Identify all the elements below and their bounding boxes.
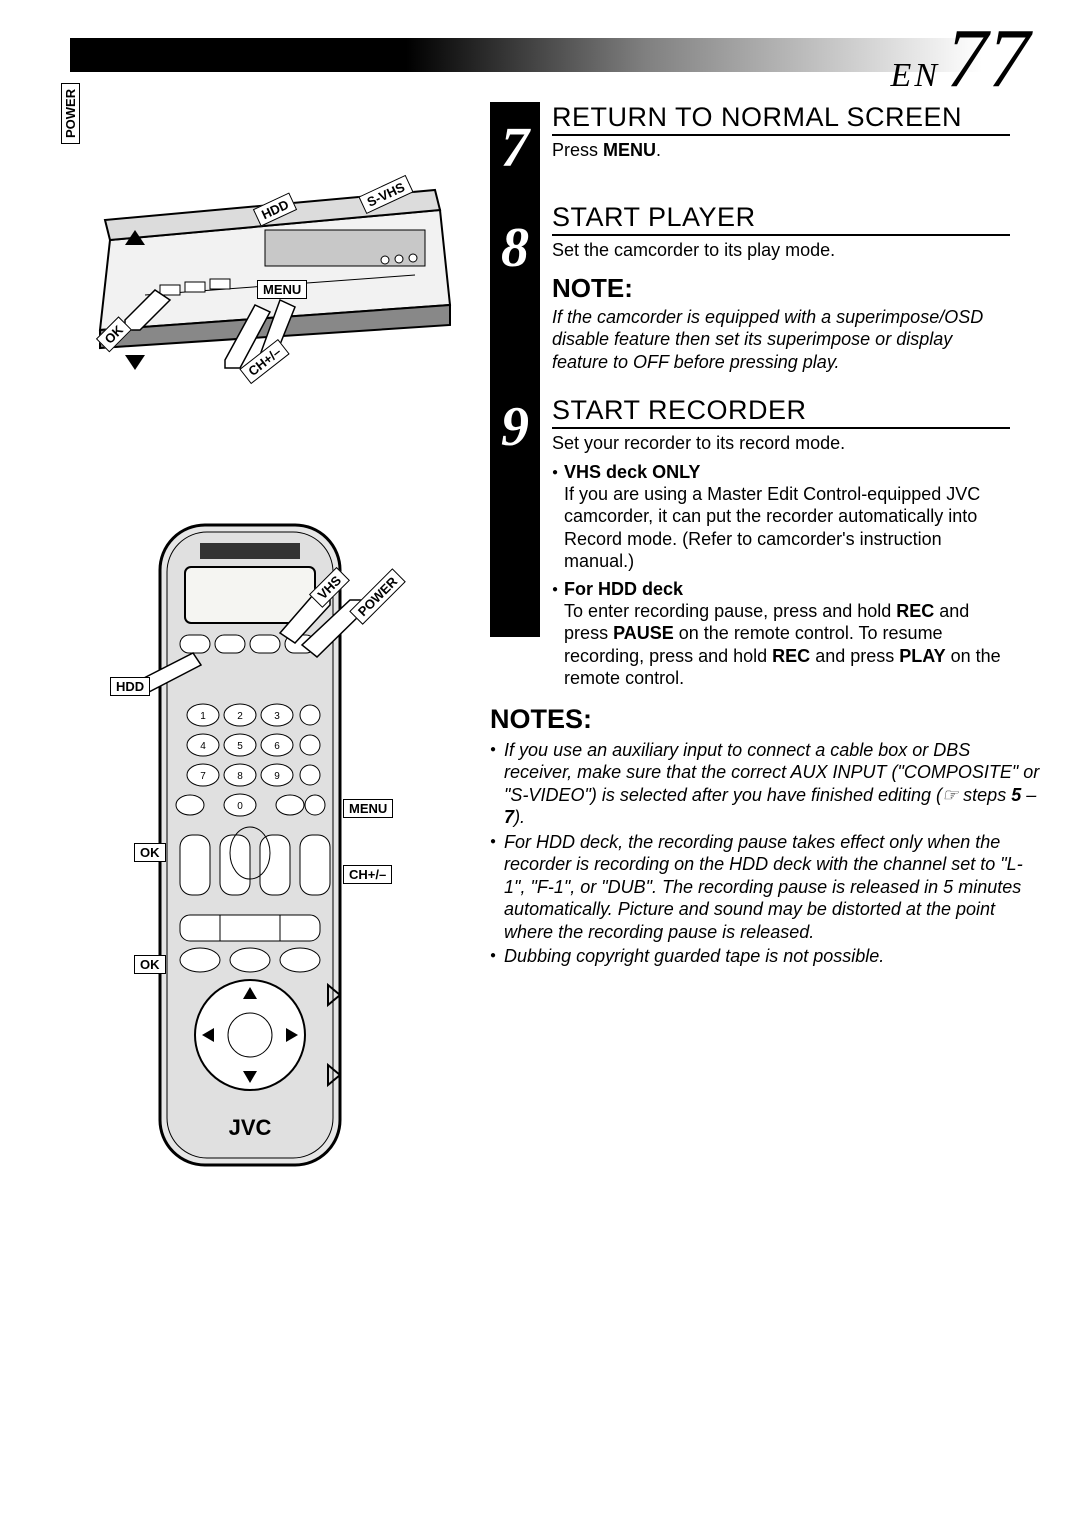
svg-text:9: 9: [274, 771, 280, 782]
svg-text:2: 2: [237, 711, 243, 722]
step-7: RETURN TO NORMAL SCREEN Press MENU.: [552, 102, 1040, 162]
step-7-title: RETURN TO NORMAL SCREEN: [552, 102, 1010, 136]
remote-label-hdd: HDD: [110, 677, 150, 696]
page-num: 77: [946, 30, 1030, 89]
vcr-illustration: POWER HDD S-VHS MENU OK CH+/–: [85, 130, 465, 390]
svg-text:6: 6: [274, 741, 280, 752]
notes-bullet-1: If you use an auxiliary input to connect…: [490, 739, 1040, 829]
remote-label-ok1: OK: [134, 843, 166, 862]
step-9-hdd-text: To enter recording pause, press and hold…: [564, 600, 1010, 690]
page-number: EN 77: [891, 30, 1030, 95]
step-8-note-heading: NOTE:: [552, 273, 1010, 304]
remote-illustration: 1 2 3 4 5 6 7 8 9 0: [85, 515, 435, 1215]
page-lang: EN: [891, 57, 940, 95]
step-9-text: Set your recorder to its record mode.: [552, 432, 1010, 455]
notes-heading: NOTES:: [490, 704, 1040, 735]
step-num-9: 9: [490, 281, 540, 459]
vcr-label-power: POWER: [61, 83, 80, 144]
svg-text:4: 4: [200, 741, 206, 752]
svg-text:0: 0: [237, 801, 243, 812]
remote-label-ok2: OK: [134, 955, 166, 974]
notes-bullet-2: For HDD deck, the recording pause takes …: [490, 831, 1040, 944]
right-column: 7 8 9 RETURN TO NORMAL SCREEN Press MENU…: [490, 102, 1040, 970]
svg-text:JVC: JVC: [229, 1115, 272, 1140]
step-8-title: START PLAYER: [552, 202, 1010, 236]
step-9-hdd-title: For HDD deck: [564, 579, 1010, 600]
step-9-vhs-text: If you are using a Master Edit Control-e…: [564, 483, 1010, 573]
step-num-8: 8: [490, 180, 540, 280]
step-9-title: START RECORDER: [552, 395, 1010, 429]
header-gradient-bar: [70, 38, 1030, 72]
vcr-label-menu: MENU: [257, 280, 307, 299]
step-8-note-body: If the camcorder is equipped with a supe…: [552, 306, 1010, 374]
step-9: START RECORDER Set your recorder to its …: [552, 395, 1040, 689]
step-9-vhs-title: VHS deck ONLY: [564, 462, 1010, 483]
step-8-text: Set the camcorder to its play mode.: [552, 239, 1010, 262]
step-number-bar: 7 8 9: [490, 102, 540, 637]
remote-label-ch: CH+/–: [343, 865, 392, 884]
notes-bullet-3: Dubbing copyright guarded tape is not po…: [490, 945, 1040, 968]
step-7-text: Press MENU.: [552, 139, 1010, 162]
step-num-7: 7: [490, 102, 540, 180]
remote-label-menu: MENU: [343, 799, 393, 818]
step-9-vhs-bullet: VHS deck ONLY If you are using a Master …: [552, 462, 1010, 573]
step-9-hdd-bullet: For HDD deck To enter recording pause, p…: [552, 579, 1010, 690]
svg-text:8: 8: [237, 771, 243, 782]
notes-section: NOTES: If you use an auxiliary input to …: [490, 704, 1040, 968]
step-8: START PLAYER Set the camcorder to its pl…: [552, 202, 1040, 373]
svg-text:3: 3: [274, 711, 280, 722]
svg-text:5: 5: [237, 741, 243, 752]
svg-text:1: 1: [200, 711, 206, 722]
left-column: POWER HDD S-VHS MENU OK CH+/–: [85, 120, 485, 1215]
svg-text:7: 7: [200, 771, 206, 782]
